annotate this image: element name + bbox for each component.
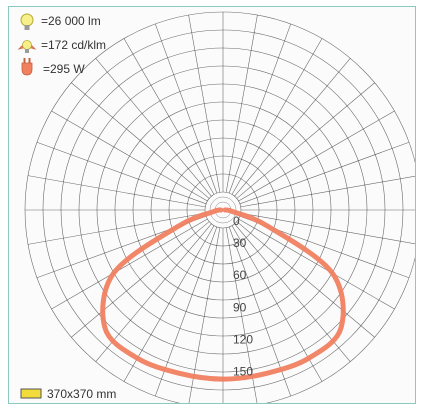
tick-label-60: 60 xyxy=(233,268,247,282)
luminaire-size-icon xyxy=(20,388,42,399)
tick-label-120: 120 xyxy=(233,332,253,346)
grid-spoke xyxy=(36,141,207,205)
grid-spoke xyxy=(51,110,208,202)
radial-tick-labels: 0 30 60 90 120 150 xyxy=(233,214,253,379)
grid-spoke xyxy=(231,225,323,382)
grid-spoke xyxy=(51,218,208,310)
grid-spoke xyxy=(228,23,292,194)
grid-spoke xyxy=(95,58,212,197)
grid-spoke xyxy=(240,175,419,208)
grid-spoke xyxy=(71,82,210,199)
grid-spoke xyxy=(95,223,212,362)
tick-label-30: 30 xyxy=(233,236,247,250)
power-value: =295 W xyxy=(43,62,85,76)
polar-chart-panel: 0 30 60 90 120 150 =26 000 lm xyxy=(8,6,422,409)
tick-label-0: 0 xyxy=(233,214,240,228)
luminaire-size: 370x370 mm xyxy=(20,387,116,401)
grid-spoke xyxy=(123,38,215,195)
lightbulb-icon xyxy=(20,13,34,30)
grid-spoke xyxy=(234,223,351,362)
grid-spoke xyxy=(240,212,419,245)
grid-spoke xyxy=(239,141,410,205)
intensity-value: =172 cd/klm xyxy=(41,38,106,52)
tick-label-150: 150 xyxy=(233,365,253,379)
grid-spoke xyxy=(27,175,206,208)
grid-spoke xyxy=(188,14,221,193)
luminaire-size-value: 370x370 mm xyxy=(47,387,116,401)
grid-spoke xyxy=(236,82,375,199)
grid-spoke xyxy=(225,14,258,193)
intensity-curve xyxy=(100,207,346,382)
luminous-intensity-icon xyxy=(17,40,37,53)
polar-chart: 0 30 60 90 120 150 =26 000 lm xyxy=(17,11,422,409)
grid-spoke xyxy=(27,212,206,245)
tick-label-90: 90 xyxy=(233,300,247,314)
flux-value: =26 000 lm xyxy=(41,14,101,28)
grid-spoke xyxy=(71,221,210,338)
grid-spoke xyxy=(231,38,323,195)
grid-spoke xyxy=(154,23,218,194)
intensity-curve-layer xyxy=(100,207,346,382)
grid-spoke xyxy=(123,225,215,382)
grid-ring-inner xyxy=(209,196,237,224)
legend: =26 000 lm =172 cd/klm =295 W xyxy=(17,13,106,76)
grid-spoke xyxy=(236,221,375,338)
grid-spoke xyxy=(234,58,351,197)
grid-spoke xyxy=(238,218,395,310)
grid-spoke xyxy=(238,110,395,202)
power-plug-icon xyxy=(21,58,33,76)
